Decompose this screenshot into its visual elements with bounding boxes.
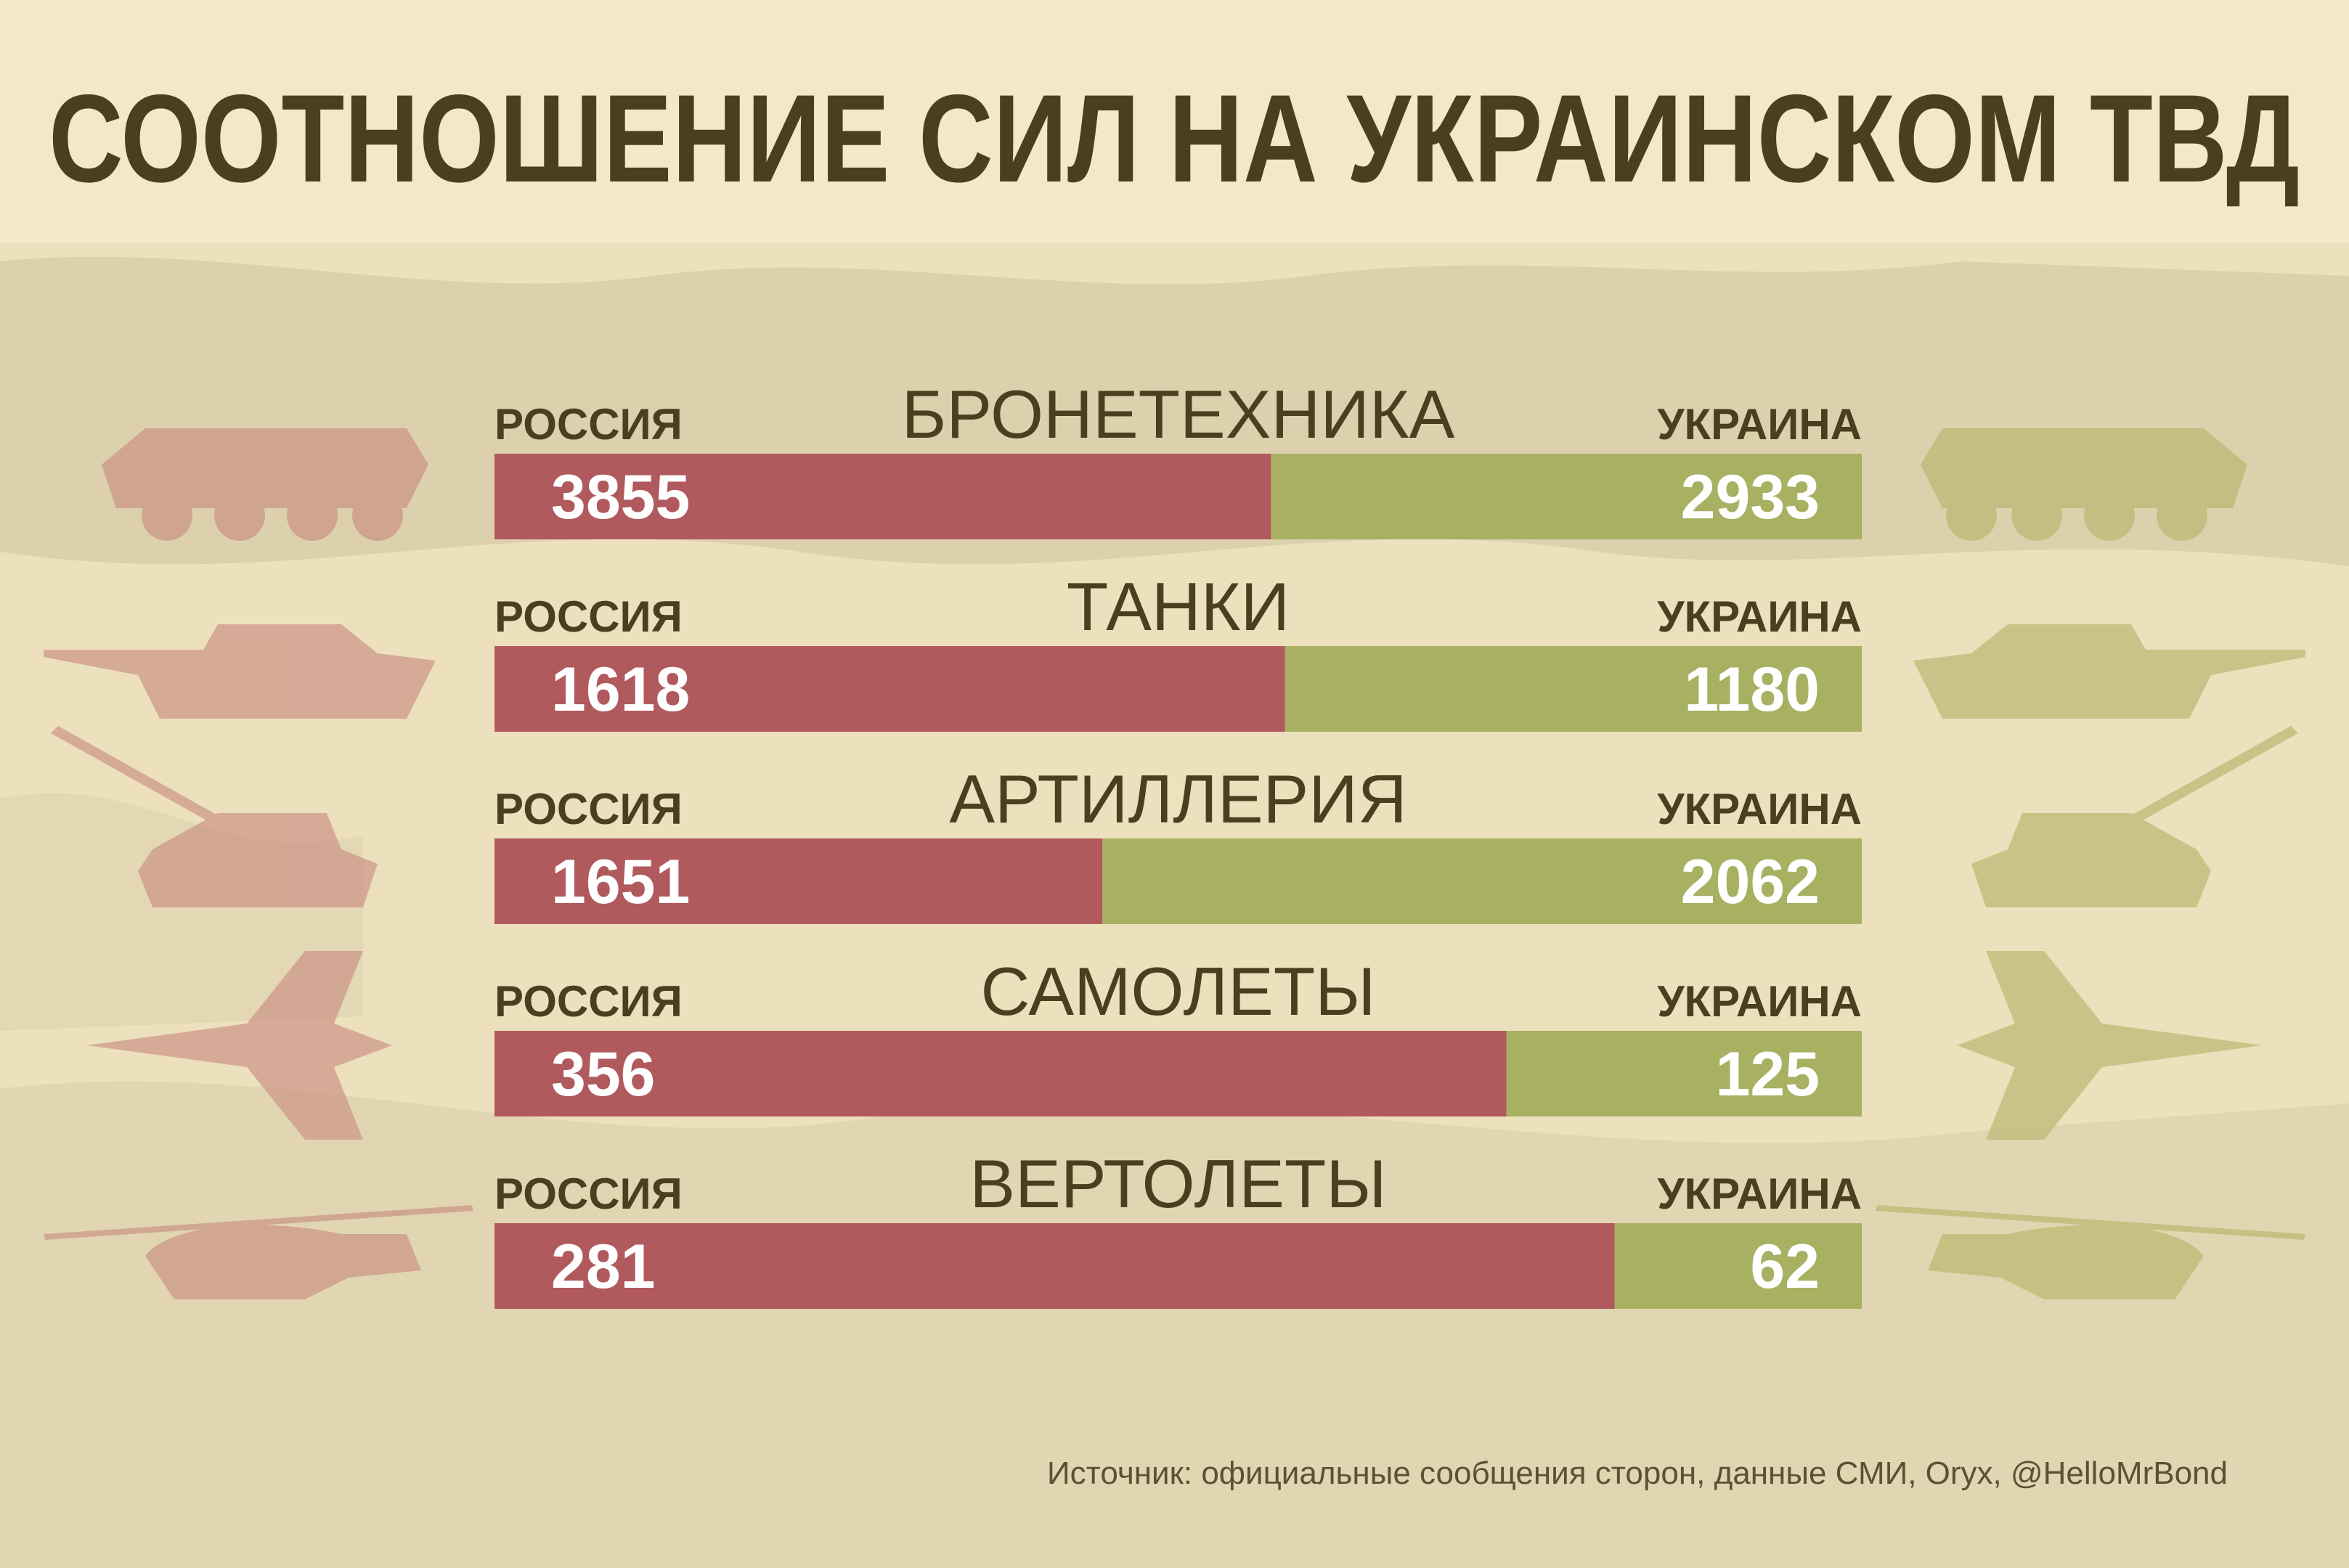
bar-russia xyxy=(494,1223,1615,1309)
legend-left: РОССИЯ xyxy=(494,1169,683,1218)
legend-left: РОССИЯ xyxy=(494,977,683,1026)
value-label: 125 xyxy=(1716,1040,1820,1109)
bar-russia xyxy=(494,838,1103,924)
silhouettes-left xyxy=(44,428,473,1299)
legend-right: УКРАИНА xyxy=(1657,400,1862,449)
legend-left: РОССИЯ xyxy=(494,400,683,449)
category-label: САМОЛЕТЫ xyxy=(981,953,1376,1029)
bar-ukraine xyxy=(1102,838,1862,924)
category-label: ВЕРТОЛЕТЫ xyxy=(969,1146,1386,1222)
header-band xyxy=(0,0,2349,243)
category-label: АРТИЛЛЕРИЯ xyxy=(949,761,1406,837)
bar-ukraine xyxy=(1506,1031,1862,1116)
value-label: 1180 xyxy=(1684,655,1820,724)
bar-russia xyxy=(494,1031,1507,1116)
category-label: БРОНЕТЕХНИКА xyxy=(902,376,1455,452)
legend-right: УКРАИНА xyxy=(1657,1169,1862,1218)
value-label: 3855 xyxy=(551,462,690,532)
source-note: Источник: официальные сообщения сторон, … xyxy=(1047,1455,2228,1491)
legend-left: РОССИЯ xyxy=(494,785,683,833)
chart-title: СООТНОШЕНИЕ СИЛ НА УКРАИНСКОМ ТВД xyxy=(49,69,2300,208)
category-label: ТАНКИ xyxy=(1067,568,1290,645)
value-label: 2062 xyxy=(1681,847,1820,917)
value-label: 1651 xyxy=(551,847,690,917)
legend-left: РОССИЯ xyxy=(494,592,683,641)
value-label: 281 xyxy=(551,1232,656,1302)
value-label: 2933 xyxy=(1681,462,1820,532)
value-label: 1618 xyxy=(551,655,690,724)
legend-right: УКРАИНА xyxy=(1657,785,1862,833)
value-label: 62 xyxy=(1750,1232,1820,1302)
legend-right: УКРАИНА xyxy=(1657,592,1862,641)
bar-ukraine xyxy=(1285,646,1862,732)
legend-right: УКРАИНА xyxy=(1657,977,1862,1026)
bar-russia xyxy=(494,454,1271,539)
bar-ukraine xyxy=(1271,454,1862,539)
silhouettes-right xyxy=(1876,428,2305,1299)
bar-russia xyxy=(494,646,1285,732)
bar-ukraine xyxy=(1614,1223,1862,1309)
value-label: 356 xyxy=(551,1040,656,1109)
bar-rows: БРОНЕТЕХНИКА РОССИЯ УКРАИНА 3855 2933 ТАНКИ РО… xyxy=(494,376,1862,1309)
